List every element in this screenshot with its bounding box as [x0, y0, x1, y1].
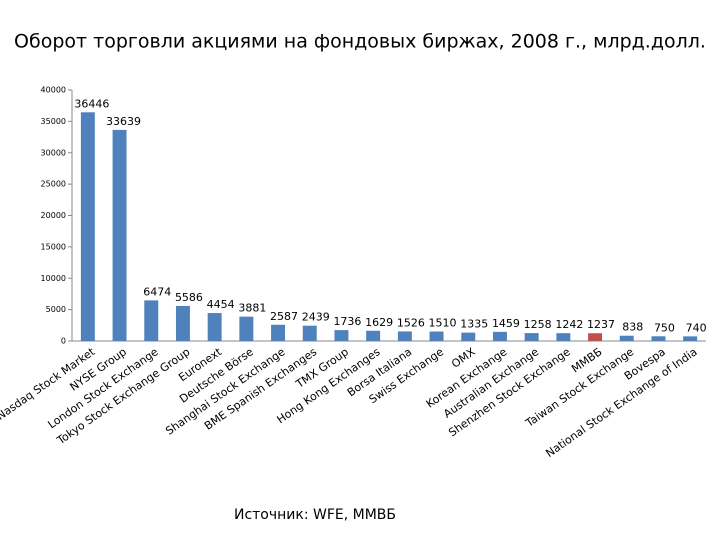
chart-title: Оборот торговли акциями на фондовых бирж… [14, 31, 706, 53]
y-tick-label: 15000 [41, 242, 66, 251]
value-label: 1459 [492, 317, 520, 330]
y-tick-label: 40000 [41, 86, 66, 95]
value-label: 1736 [333, 315, 361, 328]
bar [80, 112, 95, 341]
value-label: 4454 [207, 298, 235, 311]
bar [651, 336, 666, 341]
bar [366, 330, 381, 341]
value-label: 1242 [555, 318, 583, 331]
bar [588, 333, 603, 341]
bar [429, 331, 444, 341]
value-label: 36446 [74, 97, 109, 110]
y-tick-label: 10000 [41, 274, 66, 283]
bar [397, 331, 412, 341]
bar [239, 316, 254, 341]
value-label: 1258 [524, 318, 552, 331]
bar [683, 336, 698, 341]
y-tick-label: 25000 [41, 180, 66, 189]
value-label: 1335 [460, 318, 488, 331]
value-label: 5586 [175, 291, 203, 304]
y-tick-label: 30000 [41, 148, 66, 157]
y-tick-label: 20000 [41, 211, 66, 220]
bar [492, 331, 507, 341]
value-label: 740 [686, 321, 707, 334]
value-label: 1237 [587, 318, 615, 331]
value-label: 3881 [238, 302, 266, 315]
value-label: 2439 [302, 311, 330, 324]
bar [271, 324, 286, 341]
bar [619, 335, 634, 341]
source-note: Источник: WFE, ММВБ [234, 507, 396, 523]
y-tick-label: 35000 [41, 117, 66, 126]
bar [207, 313, 222, 341]
value-label: 750 [654, 321, 675, 334]
bar [302, 325, 317, 341]
value-label: 1526 [397, 316, 425, 329]
bar [556, 333, 571, 341]
bar [461, 332, 476, 341]
bar [175, 305, 190, 341]
value-label: 1510 [429, 317, 457, 330]
value-label: 838 [622, 321, 643, 334]
bar [334, 330, 349, 341]
y-tick-label: 0 [61, 337, 66, 346]
bar [112, 129, 127, 341]
value-label: 2587 [270, 310, 298, 323]
value-label: 33639 [106, 115, 141, 128]
bar [524, 333, 539, 341]
value-label: 6474 [143, 285, 171, 298]
y-tick-label: 5000 [46, 305, 66, 314]
bar [144, 300, 159, 341]
value-label: 1629 [365, 316, 393, 329]
